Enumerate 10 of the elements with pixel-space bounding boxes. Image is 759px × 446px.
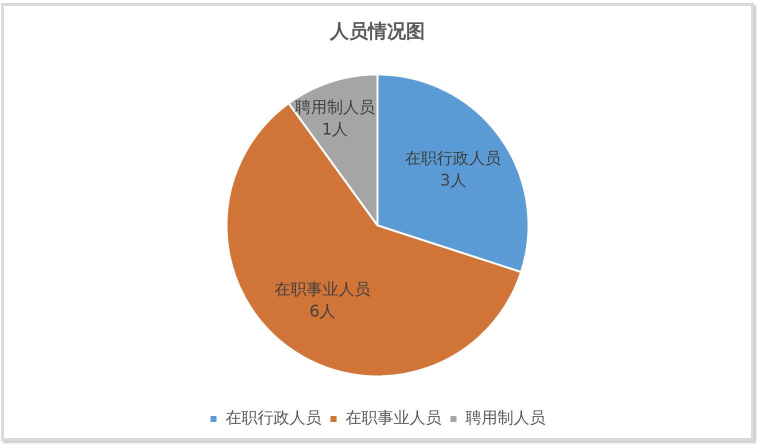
slice-label: 在职行政人员 (405, 148, 502, 168)
slice-label: 在职事业人员 (274, 279, 370, 298)
data-label: 6人 (309, 301, 336, 320)
legend-label: 在职行政人员 (226, 408, 322, 428)
data-label: 3人 (440, 170, 466, 190)
data-label: 1人 (322, 119, 348, 138)
slice-label: 聘用制人员 (294, 97, 375, 116)
legend-label: 在职事业人员 (346, 408, 442, 428)
chart-title: 人员情况图 (329, 20, 425, 42)
legend-label: 聘用制人员 (466, 408, 546, 428)
